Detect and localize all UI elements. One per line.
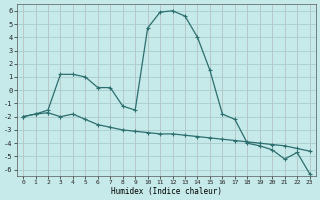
X-axis label: Humidex (Indice chaleur): Humidex (Indice chaleur) [111, 187, 222, 196]
